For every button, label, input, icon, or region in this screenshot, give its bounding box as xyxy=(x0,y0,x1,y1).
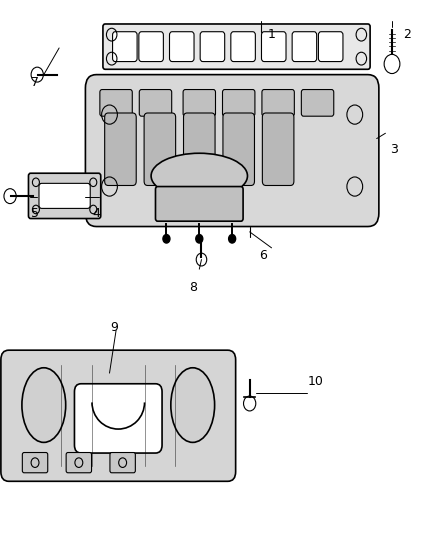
Ellipse shape xyxy=(171,368,215,442)
FancyBboxPatch shape xyxy=(144,113,176,185)
FancyBboxPatch shape xyxy=(74,384,162,453)
Text: 2: 2 xyxy=(403,28,411,41)
FancyBboxPatch shape xyxy=(1,350,236,481)
FancyBboxPatch shape xyxy=(223,113,254,185)
FancyBboxPatch shape xyxy=(262,113,294,185)
FancyBboxPatch shape xyxy=(39,183,90,208)
Text: 7: 7 xyxy=(31,76,39,89)
FancyBboxPatch shape xyxy=(28,173,101,219)
Ellipse shape xyxy=(151,154,247,199)
Circle shape xyxy=(196,235,203,243)
FancyBboxPatch shape xyxy=(103,24,370,69)
Text: 6: 6 xyxy=(259,249,267,262)
FancyBboxPatch shape xyxy=(223,90,255,116)
FancyBboxPatch shape xyxy=(292,32,317,62)
FancyBboxPatch shape xyxy=(155,187,243,221)
Text: 3: 3 xyxy=(390,143,398,156)
Text: 8: 8 xyxy=(189,281,197,294)
Text: 9: 9 xyxy=(110,321,118,334)
FancyBboxPatch shape xyxy=(85,75,379,227)
FancyBboxPatch shape xyxy=(113,32,137,62)
Text: 4: 4 xyxy=(92,207,100,220)
FancyBboxPatch shape xyxy=(110,453,135,473)
FancyBboxPatch shape xyxy=(100,90,132,116)
FancyBboxPatch shape xyxy=(66,453,92,473)
FancyBboxPatch shape xyxy=(200,32,225,62)
FancyBboxPatch shape xyxy=(170,32,194,62)
FancyBboxPatch shape xyxy=(301,90,334,116)
FancyBboxPatch shape xyxy=(139,32,163,62)
FancyBboxPatch shape xyxy=(262,90,294,116)
FancyBboxPatch shape xyxy=(261,32,286,62)
FancyBboxPatch shape xyxy=(318,32,343,62)
FancyBboxPatch shape xyxy=(231,32,255,62)
FancyBboxPatch shape xyxy=(184,113,215,185)
FancyBboxPatch shape xyxy=(183,90,215,116)
Circle shape xyxy=(163,235,170,243)
FancyBboxPatch shape xyxy=(139,90,172,116)
FancyBboxPatch shape xyxy=(22,453,48,473)
Ellipse shape xyxy=(22,368,66,442)
Circle shape xyxy=(229,235,236,243)
Text: 5: 5 xyxy=(31,207,39,220)
Text: 1: 1 xyxy=(268,28,276,41)
FancyBboxPatch shape xyxy=(105,113,136,185)
Text: 10: 10 xyxy=(307,375,323,387)
